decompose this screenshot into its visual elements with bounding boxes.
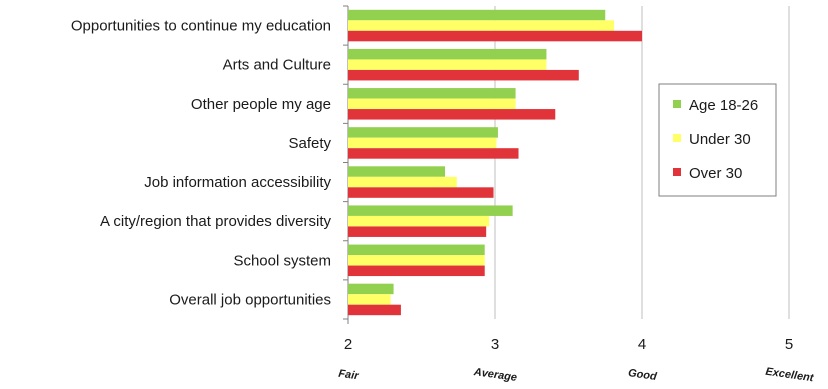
bar-over-30-a-city-region-that-provides-diversity bbox=[348, 226, 487, 237]
bar-age-18-26-other-people-my-age bbox=[348, 88, 516, 99]
bar-age-18-26-overall-job-opportunities bbox=[348, 283, 394, 295]
legend-swatch-over-30 bbox=[673, 168, 681, 176]
bar-under-30-other-people-my-age bbox=[348, 98, 516, 110]
category-label: Safety bbox=[288, 135, 331, 152]
legend-label-under-30: Under 30 bbox=[689, 131, 751, 148]
bar-under-30-safety bbox=[348, 137, 497, 149]
bar-under-30-school-system bbox=[348, 255, 485, 266]
category-label: Opportunities to continue my education bbox=[71, 18, 331, 35]
category-label: Job information accessibility bbox=[144, 174, 331, 191]
legend-label-age-18-26: Age 18-26 bbox=[689, 97, 758, 114]
bar-age-18-26-school-system bbox=[348, 244, 485, 256]
category-labels: Opportunities to continue my education Ar… bbox=[71, 18, 332, 309]
bar-over-30-overall-job-opportunities bbox=[348, 304, 401, 316]
bars bbox=[348, 9, 642, 316]
x-tick-label: 2 bbox=[344, 336, 352, 353]
bar-under-30-a-city-region-that-provides-diversity bbox=[348, 215, 490, 227]
legend-swatch-under-30 bbox=[673, 134, 681, 142]
bar-under-30-overall-job-opportunities bbox=[348, 294, 391, 305]
bar-over-30-other-people-my-age bbox=[348, 109, 556, 120]
legend-swatch-age-18-26 bbox=[673, 100, 681, 108]
bar-under-30-opportunities-to-continue-my-education bbox=[348, 20, 615, 31]
legend-label-over-30: Over 30 bbox=[689, 165, 742, 182]
bar-under-30-arts-and-culture bbox=[348, 59, 547, 70]
bar-age-18-26-job-information-accessibility bbox=[348, 166, 446, 177]
bar-over-30-opportunities-to-continue-my-education bbox=[348, 30, 642, 42]
rating-label: Excellent bbox=[765, 366, 816, 385]
category-label: A city/region that provides diversity bbox=[100, 213, 331, 230]
rating-label: Fair bbox=[338, 368, 360, 383]
rating-label: Average bbox=[472, 366, 518, 384]
bar-over-30-job-information-accessibility bbox=[348, 187, 494, 198]
rating-label: Good bbox=[627, 367, 657, 383]
x-tick-label: 5 bbox=[785, 336, 793, 353]
bar-age-18-26-arts-and-culture bbox=[348, 48, 547, 60]
rating-labels: Fair Average Good Excellent bbox=[338, 366, 816, 385]
bar-under-30-job-information-accessibility bbox=[348, 176, 457, 188]
category-label: School system bbox=[233, 252, 331, 269]
bar-over-30-school-system bbox=[348, 265, 485, 277]
bar-over-30-arts-and-culture bbox=[348, 69, 579, 81]
bar-age-18-26-opportunities-to-continue-my-education bbox=[348, 9, 606, 21]
category-label: Other people my age bbox=[191, 96, 331, 113]
category-label: Arts and Culture bbox=[223, 57, 331, 74]
legend: Age 18-26 Under 30 Over 30 bbox=[658, 83, 777, 197]
x-tick-label: 4 bbox=[638, 336, 646, 353]
x-tick-labels: 2 3 4 5 bbox=[344, 336, 793, 353]
bar-age-18-26-a-city-region-that-provides-diversity bbox=[348, 205, 513, 216]
bar-age-18-26-safety bbox=[348, 127, 498, 138]
x-tick-label: 3 bbox=[491, 336, 499, 353]
bar-over-30-safety bbox=[348, 148, 519, 159]
category-label: Overall job opportunities bbox=[169, 291, 331, 308]
